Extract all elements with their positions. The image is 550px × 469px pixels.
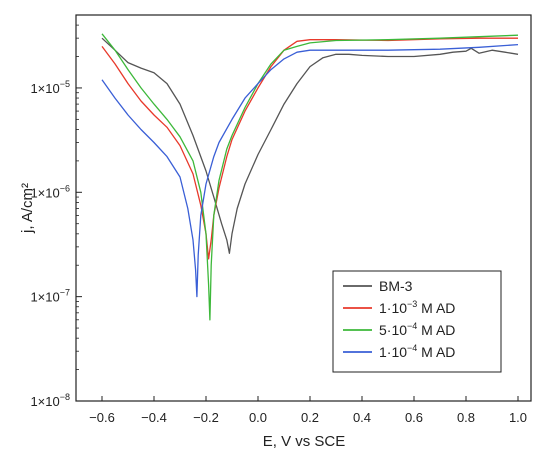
legend-label: 5·10−4 M AD (379, 321, 455, 338)
x-tick-label: 0.8 (457, 410, 475, 425)
series-line-1 (101, 37, 519, 254)
x-tick-label: 1.0 (509, 410, 527, 425)
legend-label: 1·10−4 M AD (379, 343, 455, 360)
y-axis: 1×10−8 1×10−7 1×10−6 1×10−5 (30, 14, 82, 409)
y-axis-title: j, A/cm² (19, 183, 36, 234)
x-tick-label: 0.0 (249, 410, 267, 425)
x-axis-title: E, V vs SCE (263, 433, 346, 450)
legend-box (332, 270, 502, 373)
y-tick-label: 1×10−7 (30, 288, 70, 305)
series-line-2 (101, 37, 518, 260)
x-tick-label: 0.4 (353, 410, 371, 425)
y-tick-label: 1×10−8 (30, 392, 70, 409)
x-tick-label: −0.4 (141, 410, 167, 425)
plot-frame (75, 14, 532, 402)
series-line-4 (101, 43, 519, 298)
y-tick-label: 1×10−6 (30, 183, 70, 200)
x-axis: −0.6 −0.4 −0.2 0.0 0.2 0.4 0.6 0.8 1.0 (89, 396, 527, 425)
x-tick-label: 0.6 (405, 410, 423, 425)
legend: BM-3 1·10−3 M AD 5·10−4 M AD 1·10−4 M AD (332, 270, 502, 373)
x-tick-label: −0.6 (89, 410, 115, 425)
y-tick-label: 1×10−5 (30, 79, 70, 96)
series-line-3 (101, 33, 519, 321)
legend-label: 1·10−3 M AD (379, 299, 455, 316)
legend-label: BM-3 (379, 278, 413, 294)
x-tick-label: −0.2 (193, 410, 219, 425)
series-layer (101, 33, 519, 321)
x-tick-label: 0.2 (301, 410, 319, 425)
